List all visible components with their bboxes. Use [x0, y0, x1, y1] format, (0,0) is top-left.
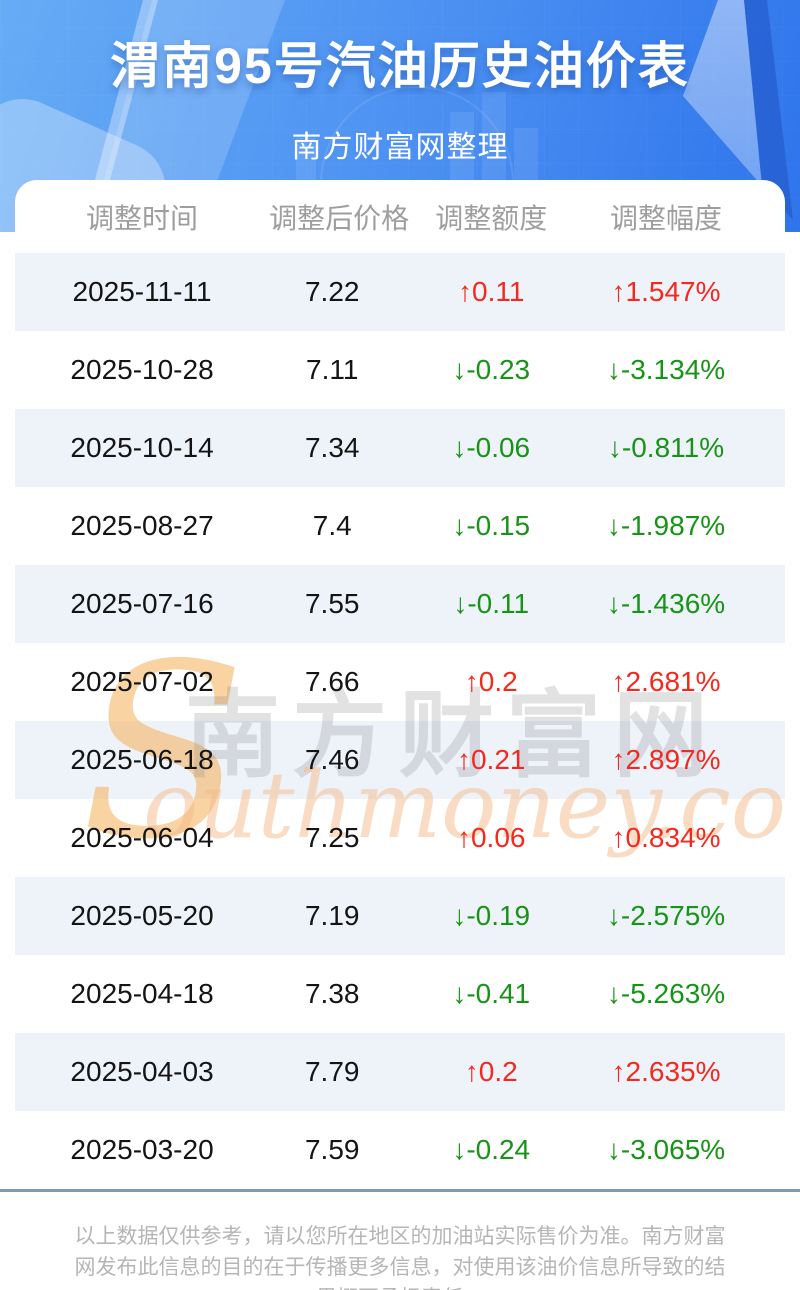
- cell-adjust-date: 2025-10-14: [70, 432, 214, 463]
- cell-adjust-percent: ↑2.897%: [611, 744, 721, 775]
- cell-adjust-amount: ↓-0.23: [452, 354, 531, 385]
- cell-adjust-amount: ↑0.11: [458, 276, 525, 307]
- table-body: 2025-11-11 7.22 ↑0.11 ↑1.547% 2025-10-28…: [15, 253, 785, 1189]
- cell-adjust-amount: ↑0.06: [456, 822, 526, 853]
- row-stripe-background: [15, 253, 785, 1189]
- cell-adjusted-price: 7.55: [304, 588, 360, 619]
- footer-divider: [0, 1189, 800, 1192]
- cell-adjust-amount: ↓-0.41: [452, 978, 531, 1009]
- table-row: 2025-05-20 7.19 ↓-0.19 ↓-2.575%: [15, 877, 785, 955]
- cell-adjust-amount: ↑0.2: [464, 666, 518, 697]
- price-table-panel: S 南方财富网 outhmoney.com 调整时间 调整后价格 调整额度 调整…: [15, 180, 785, 1189]
- table-row: 2025-11-11 7.22 ↑0.11 ↑1.547%: [15, 253, 785, 331]
- cell-adjust-percent: ↓-1.436%: [606, 588, 726, 619]
- cell-adjust-date: 2025-05-20: [70, 900, 214, 931]
- cell-adjusted-price: 7.79: [304, 1056, 360, 1087]
- cell-adjusted-price: 7.59: [304, 1134, 360, 1165]
- table-row: 2025-03-20 7.59 ↓-0.24 ↓-3.065%: [15, 1111, 785, 1189]
- cell-adjust-amount: ↓-0.19: [452, 900, 531, 931]
- table-row: 2025-07-16 7.55 ↓-0.11 ↓-1.436%: [15, 565, 785, 643]
- cell-adjust-percent: ↑2.681%: [611, 666, 721, 697]
- cell-adjust-date: 2025-07-02: [70, 666, 214, 697]
- table-row: 2025-10-28 7.11 ↓-0.23 ↓-3.134%: [15, 331, 785, 409]
- column-header-adjust-percent: 调整幅度: [610, 202, 723, 234]
- cell-adjusted-price: 7.34: [304, 432, 360, 463]
- cell-adjust-percent: ↑2.635%: [611, 1056, 721, 1087]
- table-row: 2025-06-18 7.46 ↑0.21 ↑2.897%: [15, 721, 785, 799]
- cell-adjust-amount: ↓-0.11: [453, 588, 530, 619]
- column-header-adjust-date: 调整时间: [86, 202, 199, 234]
- cell-adjusted-price: 7.4: [312, 510, 352, 541]
- cell-adjusted-price: 7.46: [304, 744, 360, 775]
- table-row: 2025-08-27 7.4 ↓-0.15 ↓-1.987%: [15, 487, 785, 565]
- cell-adjusted-price: 7.11: [306, 354, 359, 385]
- table-row: 2025-10-14 7.34 ↓-0.06 ↓-0.811%: [15, 409, 785, 487]
- column-header-adjust-amount: 调整额度: [435, 202, 548, 234]
- cell-adjust-percent: ↓-0.811%: [607, 432, 725, 463]
- cell-adjust-date: 2025-03-20: [70, 1134, 214, 1165]
- cell-adjust-percent: ↑0.834%: [611, 822, 721, 853]
- cell-adjust-percent: ↑1.547%: [611, 276, 721, 307]
- table-row: 2025-04-03 7.79 ↑0.2 ↑2.635%: [15, 1033, 785, 1111]
- cell-adjust-percent: ↓-1.987%: [606, 510, 726, 541]
- cell-adjusted-price: 7.38: [304, 978, 360, 1009]
- cell-adjust-amount: ↑0.2: [464, 1056, 518, 1087]
- table-row: 2025-06-04 7.25 ↑0.06 ↑0.834%: [15, 799, 785, 877]
- cell-adjust-date: 2025-07-16: [70, 588, 214, 619]
- table-row: 2025-07-02 7.66 ↑0.2 ↑2.681%: [15, 643, 785, 721]
- cell-adjusted-price: 7.19: [304, 900, 360, 931]
- cell-adjust-amount: ↓-0.06: [452, 432, 531, 463]
- cell-adjust-percent: ↓-2.575%: [606, 900, 726, 931]
- cell-adjusted-price: 7.25: [304, 822, 360, 853]
- disclaimer-text: 以上数据仅供参考，请以您所在地区的加油站实际售价为准。南方财富网发布此信息的目的…: [74, 1225, 726, 1290]
- cell-adjust-date: 2025-06-04: [70, 822, 214, 853]
- page-subtitle: 南方财富网整理: [291, 131, 509, 164]
- cell-adjust-date: 2025-06-18: [70, 744, 214, 775]
- cell-adjust-percent: ↓-3.065%: [606, 1134, 726, 1165]
- cell-adjust-amount: ↓-0.15: [452, 510, 531, 541]
- cell-adjust-percent: ↓-5.263%: [606, 978, 726, 1009]
- table-row: 2025-04-18 7.38 ↓-0.41 ↓-5.263%: [15, 955, 785, 1033]
- cell-adjust-amount: ↓-0.24: [452, 1134, 531, 1165]
- hero-banner: 渭南95号汽油历史油价表 南方财富网整理: [0, 0, 800, 232]
- cell-adjust-percent: ↓-3.134%: [606, 354, 726, 385]
- cell-adjusted-price: 7.22: [304, 276, 360, 307]
- column-header-adjusted-price: 调整后价格: [269, 202, 410, 234]
- cell-adjust-amount: ↑0.21: [456, 744, 526, 775]
- table-header-row: 调整时间 调整后价格 调整额度 调整幅度: [15, 180, 785, 253]
- page-title: 渭南95号汽油历史油价表: [110, 38, 690, 94]
- cell-adjusted-price: 7.66: [304, 666, 360, 697]
- cell-adjust-date: 2025-04-03: [70, 1056, 214, 1087]
- cell-adjust-date: 2025-10-28: [70, 354, 214, 385]
- cell-adjust-date: 2025-11-11: [72, 276, 212, 307]
- cell-adjust-date: 2025-08-27: [70, 510, 214, 541]
- cell-adjust-date: 2025-04-18: [70, 978, 214, 1009]
